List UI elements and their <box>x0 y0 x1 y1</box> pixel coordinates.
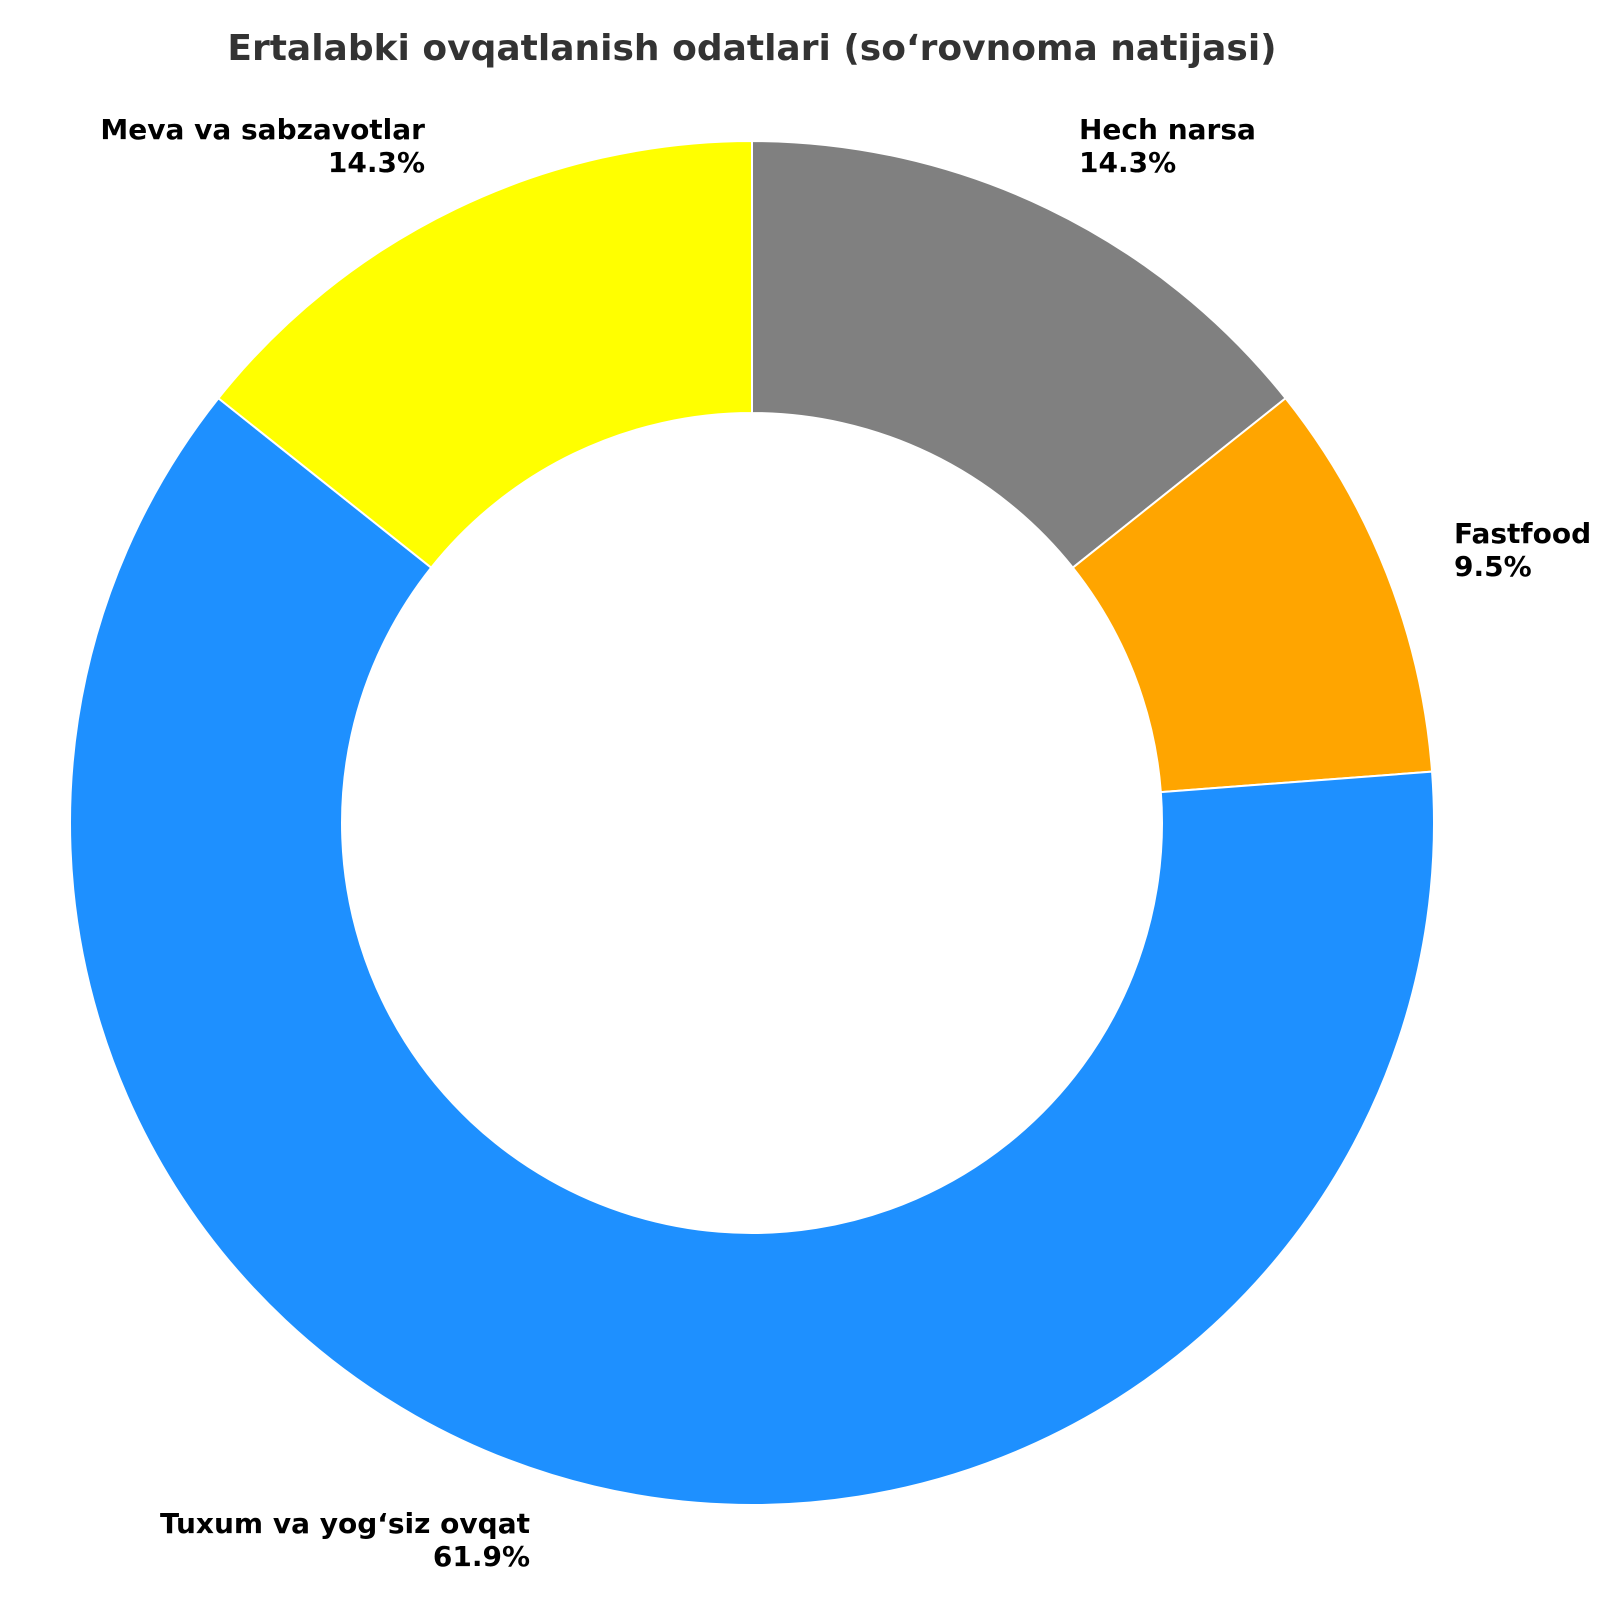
slice-label-1: Hech narsa 14.3% <box>1079 113 1256 179</box>
slice-label-percent: 61.9% <box>433 1540 530 1573</box>
slice-label-percent: 14.3% <box>328 146 425 179</box>
slice-label-percent: 14.3% <box>1079 146 1176 179</box>
slice-label-3: Tuxum va yog‘siz ovqat 61.9% <box>160 1507 530 1573</box>
slice-label-name: Tuxum va yog‘siz ovqat <box>160 1507 530 1540</box>
slice-labels: Hech narsa 14.3%Fastfood 9.5%Tuxum va yog‘… <box>100 113 1591 1573</box>
slice-label-4: Meva va sabzavotlar 14.3% <box>100 113 425 179</box>
chart-title: Ertalabki ovqatlanish odatlari (so‘rovno… <box>227 28 1276 69</box>
slice-label-percent: 9.5% <box>1454 550 1532 583</box>
donut-slice-4 <box>217 139 753 570</box>
slice-label-name: Hech narsa <box>1079 113 1256 146</box>
slice-label-name: Fastfood <box>1454 517 1591 550</box>
donut-slice-3 <box>69 396 1435 1506</box>
donut-slices <box>69 139 1435 1506</box>
slice-label-name: Meva va sabzavotlar <box>100 113 425 146</box>
donut-slice-1 <box>751 139 1287 570</box>
slice-label-2: Fastfood 9.5% <box>1454 517 1591 583</box>
